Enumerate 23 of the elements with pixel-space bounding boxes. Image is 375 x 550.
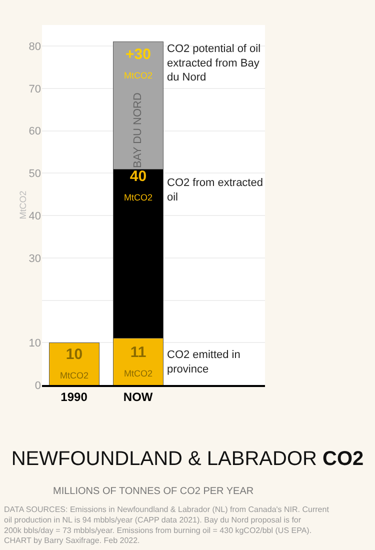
data-label: 10 MtCO2 (60, 346, 89, 380)
text: NEWFOUNDLAND & LABRADOR CO2 (11, 448, 364, 470)
text: MILLIONS OF TONNES OF CO2 PER YEAR (53, 486, 254, 497)
y-tick-label: 0 (34, 380, 41, 392)
series-label: CO2 potential of oil extracted from Bay du Nord (167, 43, 261, 84)
text: DATA SOURCES: Emissions in Newfoundland & Labrador (NL) from Canada's NIR. Current oil production in NL is 94 mbbls/year (CAPP data 2021). Bay du Nord proposal is for 200k bbls/day = 73 mbbls/year. Emissions from burning oil = 430 kgCO2/bbl (US EPA). CHART by Barry Saxifrage. Feb 2022. (4, 505, 330, 546)
y-tick-label: 70 (28, 83, 41, 96)
data-label: 11 MtCO2 (124, 344, 153, 378)
y-tick-label: 50 (28, 168, 41, 180)
annotation: BAY DU NORD (132, 92, 144, 168)
bar (48, 342, 100, 385)
y-tick-label: 80 (28, 41, 41, 54)
y-tick-label: 60 (28, 126, 41, 138)
y-tick-label: 40 (28, 210, 41, 222)
y-tick-label: 10 (28, 338, 41, 350)
x-tick-label: NOW (123, 390, 154, 404)
data-label: 40 MtCO2 (124, 168, 153, 202)
series-label: CO2 emitted in province (167, 349, 240, 376)
series-label: CO2 from extracted oil (167, 177, 263, 204)
y-axis-title: MtCO2 (18, 190, 28, 220)
data-label: +30 MtCO2 (124, 46, 153, 80)
y-tick-label: 30 (28, 252, 41, 265)
x-tick-label: 1990 (60, 390, 88, 404)
